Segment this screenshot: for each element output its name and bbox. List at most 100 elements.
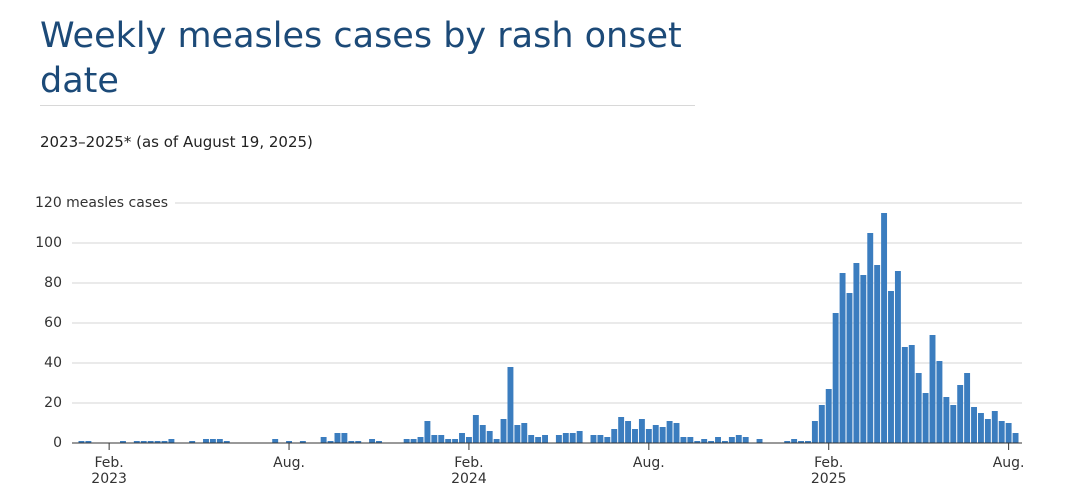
bar [721,441,728,443]
bar [507,367,514,443]
bar [438,435,445,443]
bar [708,441,715,443]
bar [950,405,957,443]
bar [576,431,583,443]
bar [680,437,687,443]
bar [299,441,306,443]
bar [632,429,638,443]
bar [562,433,569,443]
bar [286,441,292,443]
y-tick-label: 40 [44,355,62,371]
bar [652,425,659,443]
bar [915,373,922,443]
bar [203,439,209,443]
y-tick-label: 80 [44,275,62,291]
bar [445,439,452,443]
bar [728,437,735,443]
bar [846,293,853,443]
bar [209,439,216,443]
bar [133,441,140,443]
bar [424,421,431,443]
bar [154,441,161,443]
chart-subtitle: 2023–2025* (as of August 19, 2025) [40,133,313,151]
bar [569,433,576,443]
bar [376,441,382,443]
bar [223,441,230,443]
y-tick-label: 20 [44,395,62,411]
bar [894,271,901,443]
bar [694,441,701,443]
bar [673,423,680,443]
bar [465,437,472,443]
bar [756,439,763,443]
bar [604,437,611,443]
title-rule [40,105,695,106]
bar [493,439,500,443]
bar [410,439,417,443]
bar [922,393,929,443]
bar [320,437,327,443]
bar [888,291,894,443]
bar [798,441,805,443]
bar [542,435,548,443]
bar [479,425,486,443]
bar [341,433,348,443]
bar [85,441,92,443]
bar [417,437,424,443]
bar [943,397,950,443]
bar [742,437,749,443]
chart-title: Weekly measles cases by rash onset date [40,16,682,101]
bar [659,427,666,443]
bar [908,345,915,443]
bar [161,441,168,443]
bar [521,423,528,443]
bar [818,405,825,443]
bar [791,439,798,443]
bar [874,265,881,443]
bar [964,373,971,443]
bar [189,441,196,443]
bar [881,213,888,443]
bar [611,429,618,443]
y-tick-label: 120 measles cases [35,195,168,211]
bar [929,335,936,443]
bar [514,425,521,443]
bar [957,385,964,443]
bar [272,439,279,443]
x-tick-label: Aug. [632,455,665,471]
bar [832,313,839,443]
bar [1012,433,1019,443]
x-tick-label: Aug. [992,455,1025,471]
bar [901,347,908,443]
bar [638,419,645,443]
bar [500,419,507,443]
bar [78,441,85,443]
bar [403,439,410,443]
bar [984,419,991,443]
bar [431,435,438,443]
bar [618,417,625,443]
bar [168,439,175,443]
bar [825,389,832,443]
bar [666,421,673,443]
bar [784,441,791,443]
bar [998,421,1005,443]
x-tick-label: Aug. [273,455,305,471]
bar [369,439,376,443]
bar [555,435,562,443]
bar [811,421,818,443]
bar [528,435,535,443]
bar [645,429,652,443]
bar [971,407,977,443]
y-tick-label: 0 [53,435,62,451]
bar [839,273,846,443]
bar [140,441,147,443]
bar [991,411,998,443]
bar [355,441,362,443]
bar [867,233,874,443]
bar [216,439,223,443]
bar [348,441,355,443]
bar [472,415,479,443]
